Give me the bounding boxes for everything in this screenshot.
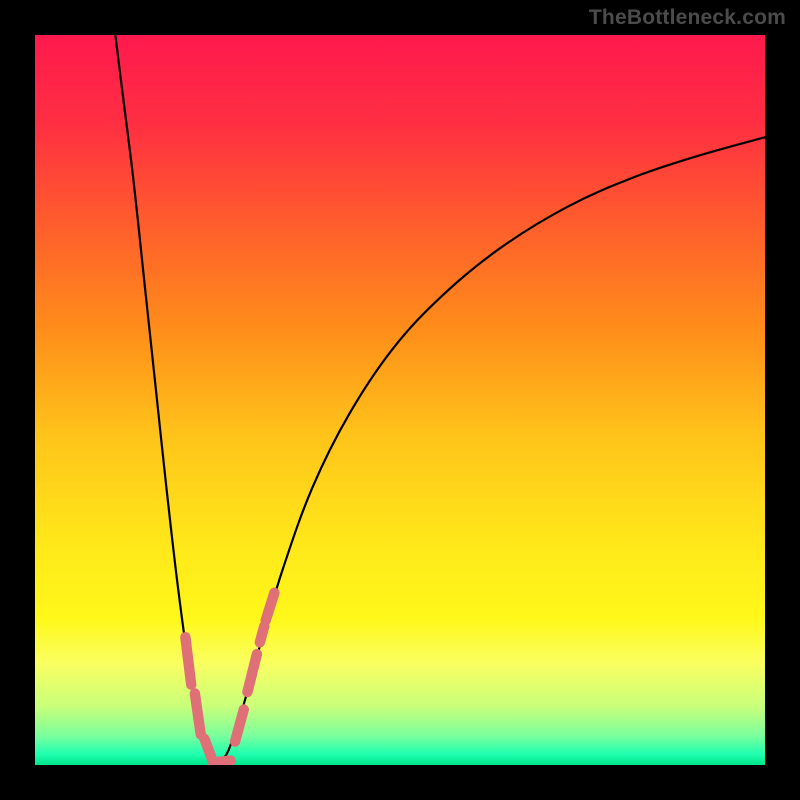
plot-area [35, 35, 765, 765]
data-point-markers [185, 593, 274, 762]
data-point [204, 739, 213, 762]
left-curve [115, 35, 217, 765]
data-point [235, 710, 244, 742]
data-point [195, 693, 201, 734]
curve-layer [35, 35, 765, 765]
right-curve [218, 137, 766, 765]
watermark-text: TheBottleneck.com [589, 6, 786, 30]
chart-root: TheBottleneck.com [0, 0, 800, 800]
data-point [218, 761, 231, 762]
data-point [266, 593, 275, 621]
data-point [247, 654, 256, 692]
data-point [185, 637, 191, 684]
data-point [260, 626, 264, 642]
